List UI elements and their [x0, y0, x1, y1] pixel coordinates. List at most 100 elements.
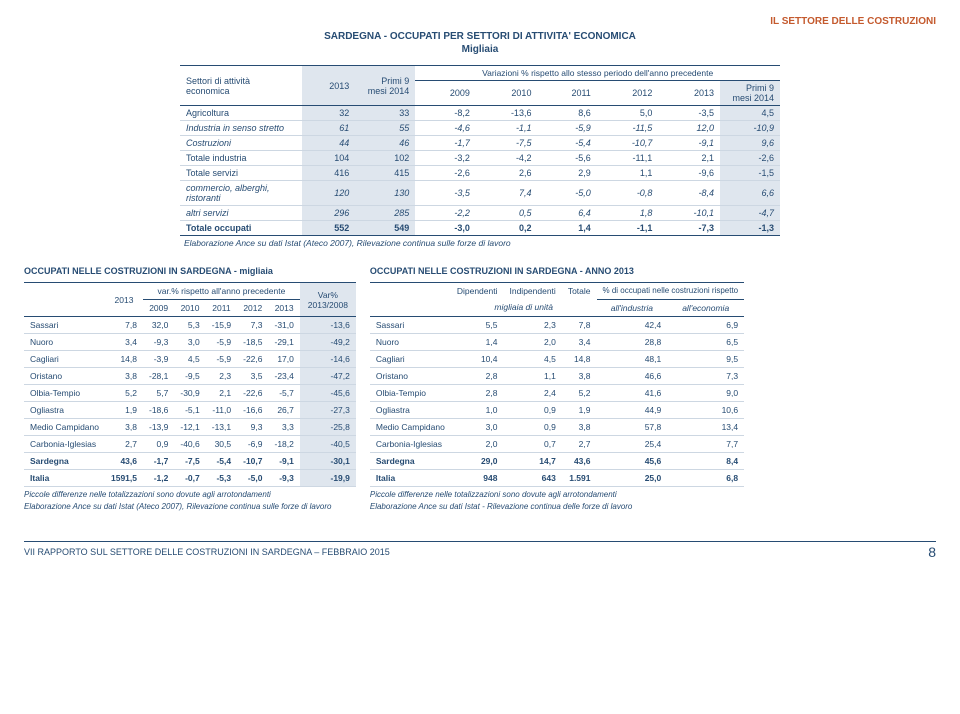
- cell: 5,3: [174, 317, 205, 334]
- left-note2: Elaborazione Ance su dati Istat (Ateco 2…: [24, 502, 356, 511]
- cell: -5,0: [237, 470, 268, 487]
- main-title-1: SARDEGNA - OCCUPATI PER SETTORI DI ATTIV…: [24, 31, 936, 42]
- cell: 1,9: [105, 402, 143, 419]
- cell: -10,7: [237, 453, 268, 470]
- cell: 61: [302, 121, 355, 136]
- cell: 7,4: [476, 181, 538, 206]
- lh-var: var.% rispetto all'anno precedente: [143, 283, 300, 300]
- cell: -7,5: [174, 453, 205, 470]
- cell: 552: [302, 221, 355, 236]
- cell: -11,5: [597, 121, 659, 136]
- cell: 3,5: [237, 368, 268, 385]
- cell: -7,5: [476, 136, 538, 151]
- cell: 2,0: [503, 333, 561, 350]
- cell: 8,4: [667, 452, 744, 469]
- section-header: IL SETTORE DELLE COSTRUZIONI: [24, 16, 936, 27]
- cell: -8,4: [658, 181, 720, 206]
- left-block: OCCUPATI NELLE COSTRUZIONI IN SARDEGNA -…: [24, 266, 356, 511]
- cell: -5,9: [206, 334, 237, 351]
- row-label: Agricoltura: [180, 106, 302, 121]
- cell: -1,7: [143, 453, 174, 470]
- th-2011: 2011: [537, 81, 596, 106]
- lh-2013: 2013: [105, 283, 143, 317]
- main-title-2: Migliaia: [24, 44, 936, 55]
- cell: 0,7: [503, 435, 561, 452]
- cell: -16,6: [237, 402, 268, 419]
- cell: -3,9: [143, 351, 174, 368]
- cell: -31,0: [268, 317, 299, 334]
- rh-pct: % di occupati nelle costruzioni rispetto: [597, 283, 745, 300]
- row-label: Olbia-Tempio: [370, 384, 451, 401]
- cell: 4,5: [174, 351, 205, 368]
- cell: -47,2: [300, 368, 356, 385]
- cell: 9,3: [237, 419, 268, 436]
- cell: 7,7: [667, 435, 744, 452]
- cell: 17,0: [268, 351, 299, 368]
- cell: 6,9: [667, 316, 744, 333]
- cell: 3,3: [268, 419, 299, 436]
- th-settori: Settori di attività economica: [180, 66, 302, 106]
- cell: 2,8: [451, 384, 504, 401]
- row-label: Carbonia-Iglesias: [370, 435, 451, 452]
- cell: 415: [355, 166, 415, 181]
- right-block: OCCUPATI NELLE COSTRUZIONI IN SARDEGNA -…: [370, 266, 744, 511]
- cell: 0,9: [503, 418, 561, 435]
- cell: 130: [355, 181, 415, 206]
- cell: 3,0: [451, 418, 504, 435]
- cell: -3,5: [415, 181, 476, 206]
- cell: 5,5: [451, 316, 504, 333]
- cell: -10,1: [658, 206, 720, 221]
- right-table: Dipendenti Indipendenti Totale % di occu…: [370, 282, 744, 487]
- th-var: Variazioni % rispetto allo stesso period…: [415, 66, 780, 81]
- cell: 6,5: [667, 333, 744, 350]
- rh-dip: Dipendenti: [451, 283, 504, 300]
- cell: 296: [302, 206, 355, 221]
- cell: -3,0: [415, 221, 476, 236]
- cell: 28,8: [597, 333, 668, 350]
- cell: 6,8: [667, 469, 744, 486]
- cell: 0,5: [476, 206, 538, 221]
- cell: 44: [302, 136, 355, 151]
- lh-2011: 2011: [206, 300, 237, 317]
- cell: 26,7: [268, 402, 299, 419]
- cell: -4,2: [476, 151, 538, 166]
- cell: 1,0: [451, 401, 504, 418]
- cell: 1.591: [562, 469, 597, 486]
- row-label: Italia: [24, 470, 105, 487]
- row-label: Sassari: [370, 316, 451, 333]
- row-label: Oristano: [24, 368, 105, 385]
- row-label: Sassari: [24, 317, 105, 334]
- cell: -2,6: [720, 151, 780, 166]
- cell: -5,9: [537, 121, 596, 136]
- cell: -13,6: [300, 317, 356, 334]
- cell: 549: [355, 221, 415, 236]
- cell: -2,6: [415, 166, 476, 181]
- page-number: 8: [928, 544, 936, 560]
- left-note1: Piccole differenze nelle totalizzazioni …: [24, 490, 356, 499]
- row-label: Carbonia-Iglesias: [24, 436, 105, 453]
- cell: -27,3: [300, 402, 356, 419]
- cell: 3,8: [562, 418, 597, 435]
- cell: -11,0: [206, 402, 237, 419]
- cell: -18,5: [237, 334, 268, 351]
- cell: -1,1: [597, 221, 659, 236]
- cell: -0,7: [174, 470, 205, 487]
- cell: 43,6: [105, 453, 143, 470]
- row-label: Oristano: [370, 367, 451, 384]
- cell: -5,6: [537, 151, 596, 166]
- cell: 55: [355, 121, 415, 136]
- cell: -5,3: [206, 470, 237, 487]
- cell: 13,4: [667, 418, 744, 435]
- cell: -40,6: [174, 436, 205, 453]
- cell: 0,2: [476, 221, 538, 236]
- th-primi9b: Primi 9 mesi 2014: [720, 81, 780, 106]
- cell: -12,1: [174, 419, 205, 436]
- cell: 2,0: [451, 435, 504, 452]
- cell: -40,5: [300, 436, 356, 453]
- cell: -23,4: [268, 368, 299, 385]
- cell: 8,6: [537, 106, 596, 121]
- rh-indip: Indipendenti: [503, 283, 561, 300]
- cell: 2,4: [503, 384, 561, 401]
- cell: 6,6: [720, 181, 780, 206]
- cell: -4,7: [720, 206, 780, 221]
